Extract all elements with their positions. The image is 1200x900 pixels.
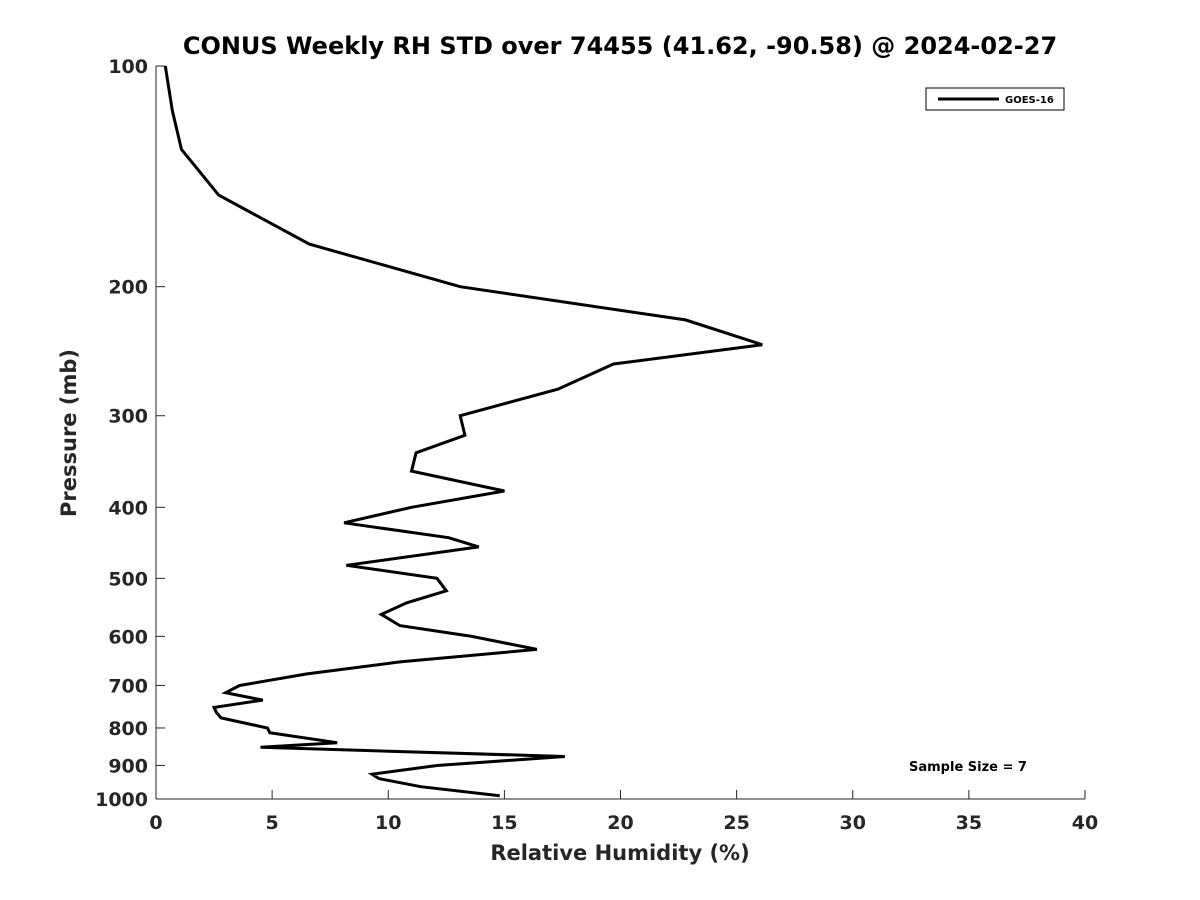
x-tick-label: 20	[607, 812, 633, 834]
y-tick-label: 700	[108, 675, 148, 697]
y-tick-label: 900	[108, 755, 148, 777]
x-tick-label: 30	[840, 812, 866, 834]
x-tick-label: 15	[491, 812, 517, 834]
sample-size-annotation: Sample Size = 7	[909, 760, 1027, 775]
legend-entry-goes-16: GOES-16	[1005, 95, 1054, 106]
series-layer	[163, 65, 763, 798]
series-line-goes-16	[163, 65, 763, 798]
chart-title: CONUS Weekly RH STD over 74455 (41.62, -…	[183, 32, 1057, 60]
x-tick-label: 10	[375, 812, 401, 834]
y-tick-label: 800	[108, 718, 148, 740]
x-ticks: 0 5 10 15 20 25 30 35 40	[149, 790, 1098, 834]
x-tick-label: 5	[266, 812, 279, 834]
y-ticks: 100 200 300 400 500 600 700 800 900 1000	[95, 56, 165, 811]
y-tick-label: 1000	[95, 789, 148, 811]
x-tick-label: 40	[1072, 812, 1098, 834]
y-tick-label: 500	[108, 568, 148, 590]
x-tick-label: 25	[723, 812, 749, 834]
plot-axes	[155, 66, 1085, 800]
x-axis-label: Relative Humidity (%)	[490, 841, 749, 865]
y-axis-label: Pressure (mb)	[57, 349, 81, 517]
y-tick-label: 200	[108, 277, 148, 299]
y-tick-label: 300	[108, 406, 148, 428]
x-tick-label: 0	[149, 812, 162, 834]
y-tick-label: 600	[108, 626, 148, 648]
x-tick-label: 35	[956, 812, 982, 834]
y-tick-label: 100	[108, 56, 148, 78]
legend: GOES-16	[925, 87, 1065, 111]
y-tick-label: 400	[108, 497, 148, 519]
